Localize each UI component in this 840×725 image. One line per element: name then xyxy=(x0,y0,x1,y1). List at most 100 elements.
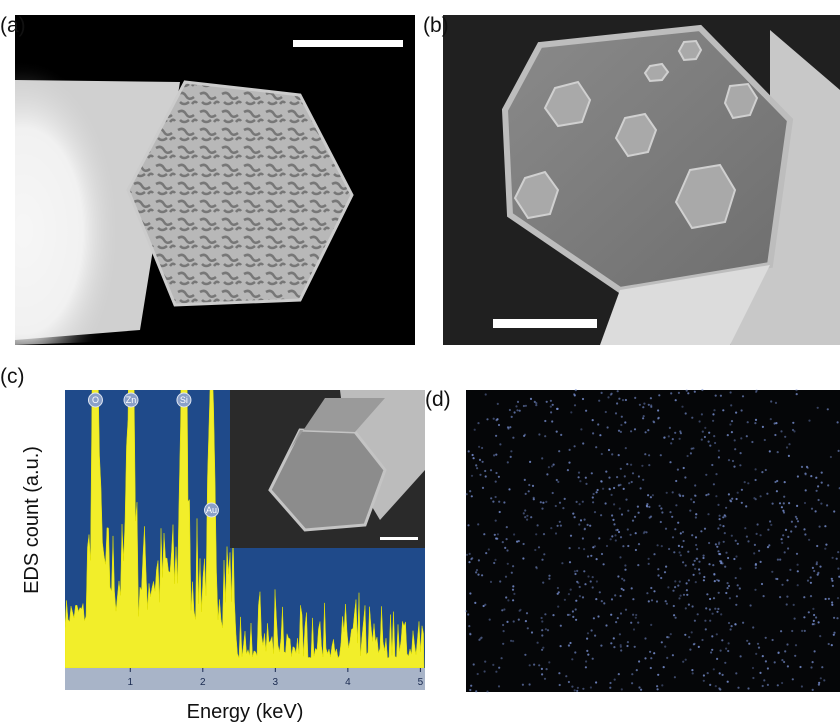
eds-dot xyxy=(622,399,624,401)
eds-dot xyxy=(636,669,638,671)
eds-dot xyxy=(577,687,579,689)
eds-dot xyxy=(722,674,724,676)
eds-dot xyxy=(560,434,562,436)
eds-dot xyxy=(467,524,469,526)
eds-dot xyxy=(614,594,616,596)
eds-dot xyxy=(792,678,794,680)
eds-dot xyxy=(687,455,689,457)
eds-dot xyxy=(509,409,511,411)
eds-dot xyxy=(701,639,703,641)
eds-dot xyxy=(669,511,671,513)
eds-dot xyxy=(619,633,621,635)
eds-dot xyxy=(576,581,578,583)
eds-dot xyxy=(510,640,512,642)
eds-dot xyxy=(541,620,543,622)
eds-dot xyxy=(744,527,746,529)
eds-dot xyxy=(660,577,662,579)
eds-dot xyxy=(685,564,687,566)
eds-dot xyxy=(705,628,707,630)
eds-dot xyxy=(837,551,839,553)
eds-dot xyxy=(596,558,598,560)
eds-dot xyxy=(681,406,683,408)
eds-dot xyxy=(556,408,558,410)
eds-dot xyxy=(810,475,812,477)
eds-dot xyxy=(786,446,788,448)
eds-dot xyxy=(760,534,762,536)
eds-dot xyxy=(696,548,698,550)
eds-dot xyxy=(546,473,548,475)
eds-dot xyxy=(550,411,552,413)
eds-dot xyxy=(593,493,595,495)
eds-dot xyxy=(701,413,703,415)
eds-dot xyxy=(475,690,477,692)
eds-dot xyxy=(719,553,721,555)
eds-dot xyxy=(788,443,790,445)
eds-dot xyxy=(836,617,838,619)
eds-dot xyxy=(634,428,636,430)
eds-dot xyxy=(737,492,739,494)
eds-dot xyxy=(475,571,477,573)
eds-dot xyxy=(769,520,771,522)
eds-dot xyxy=(804,473,806,475)
eds-dot xyxy=(507,599,509,601)
eds-dot xyxy=(831,580,833,582)
eds-dot xyxy=(582,688,584,690)
eds-dot xyxy=(674,586,676,588)
eds-dot xyxy=(692,447,694,449)
eds-dot xyxy=(557,525,559,527)
eds-dot xyxy=(524,434,526,436)
eds-dot xyxy=(776,490,778,492)
eds-dot xyxy=(618,531,620,533)
eds-dot xyxy=(757,643,759,645)
eds-dot xyxy=(816,490,818,492)
eds-dot xyxy=(580,519,582,521)
eds-dot xyxy=(727,681,729,683)
eds-dot xyxy=(783,511,785,513)
eds-dot xyxy=(550,406,552,408)
eds-dot xyxy=(786,579,788,581)
eds-dot xyxy=(724,662,726,664)
eds-dot xyxy=(679,430,681,432)
eds-dot xyxy=(615,621,617,623)
eds-dot xyxy=(523,405,525,407)
eds-dot xyxy=(781,682,783,684)
eds-dot xyxy=(686,589,688,591)
eds-dot xyxy=(686,582,688,584)
eds-dot xyxy=(797,475,799,477)
eds-dot xyxy=(789,569,791,571)
eds-dot xyxy=(708,563,710,565)
peak-label: O xyxy=(92,395,99,405)
eds-dot xyxy=(529,461,531,463)
eds-dot xyxy=(590,686,592,688)
eds-dot xyxy=(594,635,596,637)
eds-dot xyxy=(525,405,527,407)
eds-dot xyxy=(660,454,662,456)
eds-dot xyxy=(735,604,737,606)
eds-dot xyxy=(767,684,769,686)
eds-dot xyxy=(794,618,796,620)
eds-dot xyxy=(502,541,504,543)
eds-dot xyxy=(694,560,696,562)
eds-dot xyxy=(674,528,676,530)
eds-dot xyxy=(550,400,552,402)
eds-dot xyxy=(620,431,622,433)
eds-dot xyxy=(698,561,700,563)
eds-dot xyxy=(668,435,670,437)
eds-dot xyxy=(776,578,778,580)
eds-dot xyxy=(675,399,677,401)
eds-dot xyxy=(495,454,497,456)
eds-dot xyxy=(661,511,663,513)
eds-dot xyxy=(713,668,715,670)
eds-dot xyxy=(705,607,707,609)
eds-dot xyxy=(601,600,603,602)
eds-dot xyxy=(783,502,785,504)
eds-dot xyxy=(573,393,575,395)
eds-dot xyxy=(669,461,671,463)
eds-dot xyxy=(735,577,737,579)
eds-dot xyxy=(541,649,543,651)
eds-dot xyxy=(817,572,819,574)
eds-dot xyxy=(572,513,574,515)
eds-dot xyxy=(609,488,611,490)
eds-dot xyxy=(467,613,469,615)
eds-dot xyxy=(652,420,654,422)
